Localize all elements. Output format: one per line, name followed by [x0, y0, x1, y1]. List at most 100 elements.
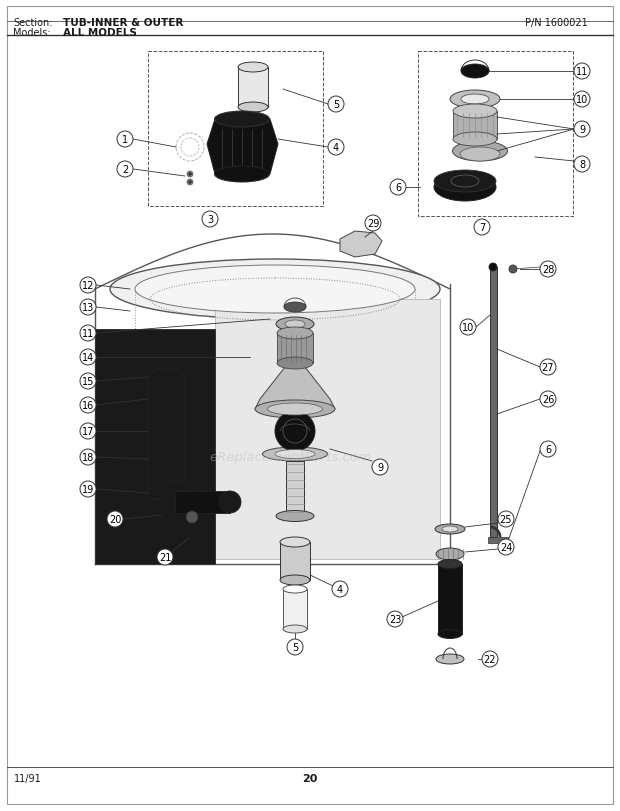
Circle shape: [489, 264, 497, 272]
Circle shape: [390, 180, 406, 195]
Polygon shape: [95, 329, 215, 564]
Text: P/N 1600021: P/N 1600021: [525, 18, 588, 28]
Circle shape: [80, 423, 96, 440]
Ellipse shape: [215, 167, 270, 182]
Ellipse shape: [215, 112, 270, 128]
Text: 13: 13: [82, 303, 94, 312]
Ellipse shape: [434, 174, 496, 202]
Ellipse shape: [110, 260, 440, 320]
Circle shape: [186, 512, 198, 523]
Bar: [280, 543, 310, 581]
Circle shape: [117, 162, 133, 178]
Ellipse shape: [262, 448, 327, 461]
Circle shape: [540, 441, 556, 457]
Circle shape: [387, 611, 403, 627]
Bar: [148, 52, 323, 207]
Circle shape: [498, 512, 514, 527]
Text: 15: 15: [82, 376, 94, 387]
Circle shape: [328, 139, 344, 156]
Ellipse shape: [135, 266, 415, 314]
Bar: [453, 112, 497, 139]
Text: 18: 18: [82, 453, 94, 462]
Circle shape: [80, 325, 96, 341]
Bar: [438, 564, 462, 634]
Text: 11/91: 11/91: [14, 773, 42, 783]
Bar: [238, 68, 268, 108]
Text: 1: 1: [122, 135, 128, 145]
Circle shape: [80, 350, 96, 366]
Text: 4: 4: [333, 143, 339, 152]
Ellipse shape: [453, 133, 497, 147]
Text: 11: 11: [82, 328, 94, 338]
Circle shape: [365, 216, 381, 232]
Circle shape: [187, 172, 193, 178]
Text: 21: 21: [159, 552, 171, 562]
Ellipse shape: [283, 625, 307, 633]
Text: 22: 22: [484, 654, 496, 664]
Text: 17: 17: [82, 427, 94, 436]
Ellipse shape: [438, 629, 462, 639]
Bar: [418, 52, 573, 217]
Polygon shape: [148, 370, 185, 500]
Text: 28: 28: [542, 264, 554, 275]
Ellipse shape: [442, 526, 458, 532]
Ellipse shape: [435, 525, 465, 534]
Text: 23: 23: [389, 614, 401, 624]
Text: 10: 10: [462, 323, 474, 333]
Text: Models:: Models:: [13, 28, 51, 38]
Circle shape: [188, 182, 192, 184]
Circle shape: [80, 277, 96, 294]
Polygon shape: [145, 482, 205, 500]
Circle shape: [540, 262, 556, 277]
Ellipse shape: [436, 654, 464, 664]
Circle shape: [482, 651, 498, 667]
Text: ALL MODELS: ALL MODELS: [63, 28, 137, 38]
Bar: [490, 268, 497, 538]
Text: 2: 2: [122, 165, 128, 175]
Text: 8: 8: [579, 160, 585, 169]
Circle shape: [574, 64, 590, 80]
Text: 20: 20: [303, 773, 317, 783]
Circle shape: [509, 266, 517, 273]
Bar: [283, 590, 307, 629]
Ellipse shape: [255, 401, 335, 418]
Ellipse shape: [238, 103, 268, 113]
Text: 9: 9: [377, 462, 383, 473]
Text: 7: 7: [479, 223, 485, 233]
Text: 29: 29: [367, 219, 379, 229]
Ellipse shape: [238, 63, 268, 73]
Ellipse shape: [283, 586, 307, 594]
Polygon shape: [207, 120, 278, 175]
Circle shape: [80, 299, 96, 315]
Circle shape: [117, 132, 133, 148]
Text: 6: 6: [545, 444, 551, 454]
Circle shape: [202, 212, 218, 228]
Ellipse shape: [277, 358, 313, 370]
Polygon shape: [255, 367, 335, 410]
Bar: [175, 491, 230, 513]
Text: 12: 12: [82, 281, 94, 290]
Circle shape: [574, 92, 590, 108]
Circle shape: [80, 482, 96, 497]
Circle shape: [287, 639, 303, 655]
Ellipse shape: [461, 65, 489, 79]
Ellipse shape: [285, 320, 305, 328]
Ellipse shape: [453, 105, 497, 119]
Circle shape: [80, 397, 96, 414]
Text: eReplacementParts.com: eReplacementParts.com: [209, 451, 371, 464]
Circle shape: [540, 359, 556, 375]
Circle shape: [574, 157, 590, 173]
Circle shape: [574, 122, 590, 138]
Text: 14: 14: [82, 353, 94, 363]
Ellipse shape: [284, 303, 306, 312]
Circle shape: [107, 512, 123, 527]
Ellipse shape: [434, 171, 496, 193]
Ellipse shape: [277, 328, 313, 340]
Circle shape: [80, 449, 96, 466]
Polygon shape: [340, 232, 382, 258]
Circle shape: [188, 174, 192, 176]
Circle shape: [328, 97, 344, 113]
Circle shape: [157, 549, 173, 565]
Ellipse shape: [450, 91, 500, 109]
Circle shape: [474, 220, 490, 236]
